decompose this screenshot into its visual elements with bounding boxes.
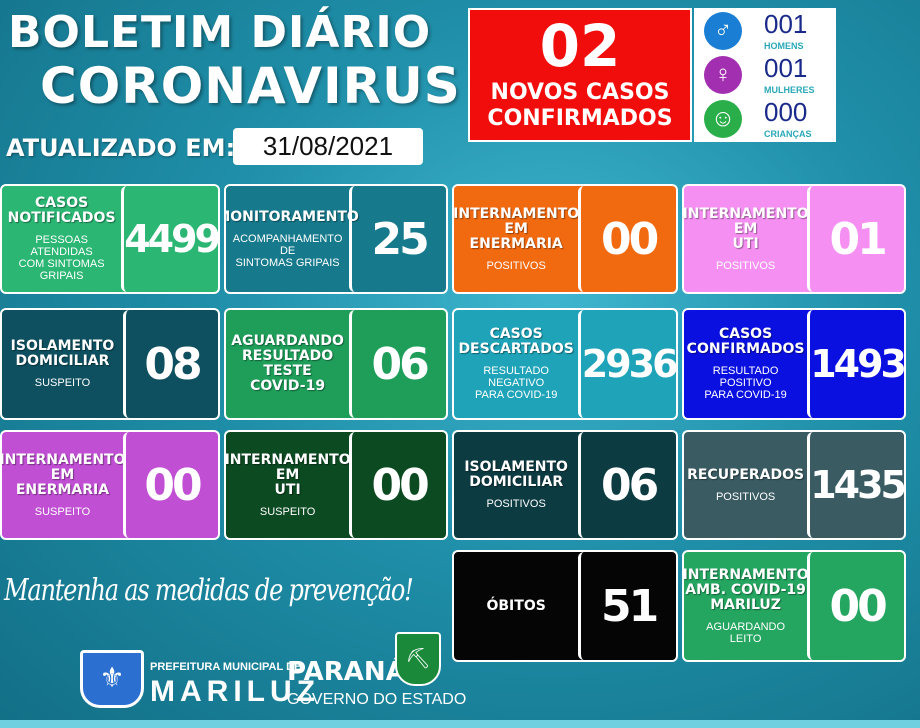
card-casos-descartados: CASOS DESCARTADOS RESULTADO NEGATIVO PAR… [452,308,678,420]
card-subtitle: SUSPEITO [34,505,91,518]
card-label: INTERNAMENTO EM ENERMARIA SUSPEITO [0,432,126,538]
card-internamento-enfermaria-positivos: INTERNAMENTO EM ENERMARIA POSITIVOS 00 [452,184,678,294]
card-obitos: ÓBITOS 51 [452,550,678,662]
card-value: 06 [349,310,446,418]
card-title: ISOLAMENTO DOMICILIAR [464,459,568,490]
card-title: INTERNAMENTO EM ENERMARIA [0,451,126,498]
title-line2: CORONAVIRUS [40,57,461,115]
card-isolamento-suspeito: ISOLAMENTO DOMICILIAR SUSPEITO 08 [0,308,220,420]
card-title: CASOS DESCARTADOS [458,326,574,357]
card-subtitle: RESULTADO POSITIVO PARA COVID-19 [704,365,787,401]
men-value: 001 [764,9,808,39]
card-subtitle: POSITIVOS [715,259,776,272]
child-icon: ☺ [704,100,742,138]
mariluz-coat-of-arms-icon: ⚜ [80,650,144,708]
card-title: ISOLAMENTO DOMICILIAR [10,338,115,369]
prefeitura-label: PREFEITURA MUNICIPAL DE [150,661,302,673]
card-subtitle: AGUARDANDO LEITO [706,620,786,645]
card-value: 1493 [807,310,904,418]
children-label: CRIANÇAS [764,129,812,139]
bottom-bar [0,720,920,728]
card-internamento-uti-suspeito: INTERNAMENTO EM UTI SUSPEITO 00 [224,430,448,540]
woman-icon: ♀ [704,56,742,94]
card-value: 06 [578,432,676,538]
card-label: CASOS DESCARTADOS RESULTADO NEGATIVO PAR… [454,310,578,418]
demographics-panel: ♂ 001 HOMENS ♀ 001 MULHERES ☺ 000 CRIANÇ… [694,8,836,142]
card-subtitle: SUSPEITO [259,505,316,518]
card-label: INTERNAMENTO EM UTI POSITIVOS [682,186,809,292]
parana-coat-of-arms-icon: ⛏ [395,632,441,686]
card-casos-confirmados: CASOS CONFIRMADOS RESULTADO POSITIVO PAR… [682,308,906,420]
card-label: RECUPERADOS POSITIVOS [684,432,807,538]
mariluz-label: MARILUZ [150,675,320,708]
card-internamento-uti-positivos: INTERNAMENTO EM UTI POSITIVOS 01 [682,184,906,294]
card-recuperados: RECUPERADOS POSITIVOS 1435 [682,430,906,540]
card-title: INTERNAMENTO AMB. COVID-19 MARILUZ [682,566,809,613]
title-line1: BOLETIM DIÁRIO [8,7,432,58]
card-title: CASOS CONFIRMADOS [686,326,805,357]
card-value: 00 [807,552,904,660]
slogan: Mantenha as medidas de prevenção! [4,573,414,608]
card-label: ISOLAMENTO DOMICILIAR SUSPEITO [2,310,123,418]
children-value: 000 [764,97,808,127]
card-title: INTERNAMENTO EM ENERMARIA [453,205,580,252]
card-value: 00 [122,432,218,538]
demographic-children: ☺ 000 CRIANÇAS [694,98,836,142]
date-field: 31/08/2021 [233,128,423,165]
card-casos-notificados: CASOS NOTIFICADOS PESSOAS ATENDIDAS COM … [0,184,220,294]
card-title: INTERNAMENTO EM UTI [682,205,809,252]
card-label: ISOLAMENTO DOMICILIAR POSITIVOS [454,432,578,538]
card-value: 08 [122,310,218,418]
women-value: 001 [764,53,808,83]
card-title: INTERNAMENTO EM UTI [224,451,351,498]
card-label: INTERNAMENTO AMB. COVID-19 MARILUZ AGUAR… [682,552,809,660]
card-value: 4499 [121,186,218,292]
card-subtitle: POSITIVOS [486,259,546,272]
card-title: ÓBITOS [486,597,546,614]
man-icon: ♂ [704,12,742,50]
card-aguardando-resultado: AGUARDANDO RESULTADO TESTE COVID-19 06 [224,308,448,420]
card-label: INTERNAMENTO EM ENERMARIA POSITIVOS [453,186,580,292]
card-title: MONITORAMENTO [224,208,359,225]
new-cases-value: 02 [539,12,621,80]
demographic-women: ♀ 001 MULHERES [694,54,836,98]
men-label: HOMENS [764,41,804,51]
card-label: MONITORAMENTO ACOMPANHAMENTO DE SINTOMAS… [226,186,359,292]
card-label: ÓBITOS [454,552,578,660]
card-value: 01 [807,186,904,292]
card-title: CASOS NOTIFICADOS [7,195,116,226]
card-subtitle: SUSPEITO [34,377,91,389]
card-label: CASOS NOTIFICADOS PESSOAS ATENDIDAS COM … [2,186,121,292]
card-internamento-enfermaria-suspeito: INTERNAMENTO EM ENERMARIA SUSPEITO 00 [0,430,220,540]
demographic-men: ♂ 001 HOMENS [694,10,836,54]
card-subtitle: POSITIVOS [715,490,776,503]
new-cases-box: 02 NOVOS CASOS CONFIRMADOS [468,8,692,142]
card-subtitle: ACOMPANHAMENTO DE SINTOMAS GRIPAIS [232,232,343,269]
women-label: MULHERES [764,85,815,95]
card-value: 51 [578,552,676,660]
card-value: 00 [578,186,676,292]
card-value: 00 [349,432,446,538]
card-value: 2936 [578,310,676,418]
card-value: 1435 [807,432,904,538]
card-isolamento-positivos: ISOLAMENTO DOMICILIAR POSITIVOS 06 [452,430,678,540]
parana-label: PARANÁ [287,657,406,687]
card-title: RECUPERADOS [687,466,805,483]
card-label: CASOS CONFIRMADOS RESULTADO POSITIVO PAR… [684,310,807,418]
card-subtitle: POSITIVOS [486,498,546,510]
governo-label: GOVERNO DO ESTADO [287,691,467,708]
card-subtitle: RESULTADO NEGATIVO PARA COVID-19 [474,365,558,401]
card-monitoramento: MONITORAMENTO ACOMPANHAMENTO DE SINTOMAS… [224,184,448,294]
card-label: INTERNAMENTO EM UTI SUSPEITO [224,432,351,538]
new-cases-label: NOVOS CASOS CONFIRMADOS [487,80,673,131]
card-internamento-amb: INTERNAMENTO AMB. COVID-19 MARILUZ AGUAR… [682,550,906,662]
card-title: AGUARDANDO RESULTADO TESTE COVID-19 [231,333,344,394]
card-label: AGUARDANDO RESULTADO TESTE COVID-19 [226,310,349,418]
card-subtitle: PESSOAS ATENDIDAS COM SINTOMAS GRIPAIS [18,234,105,282]
updated-label: ATUALIZADO EM: [6,134,236,162]
card-value: 25 [349,186,446,292]
